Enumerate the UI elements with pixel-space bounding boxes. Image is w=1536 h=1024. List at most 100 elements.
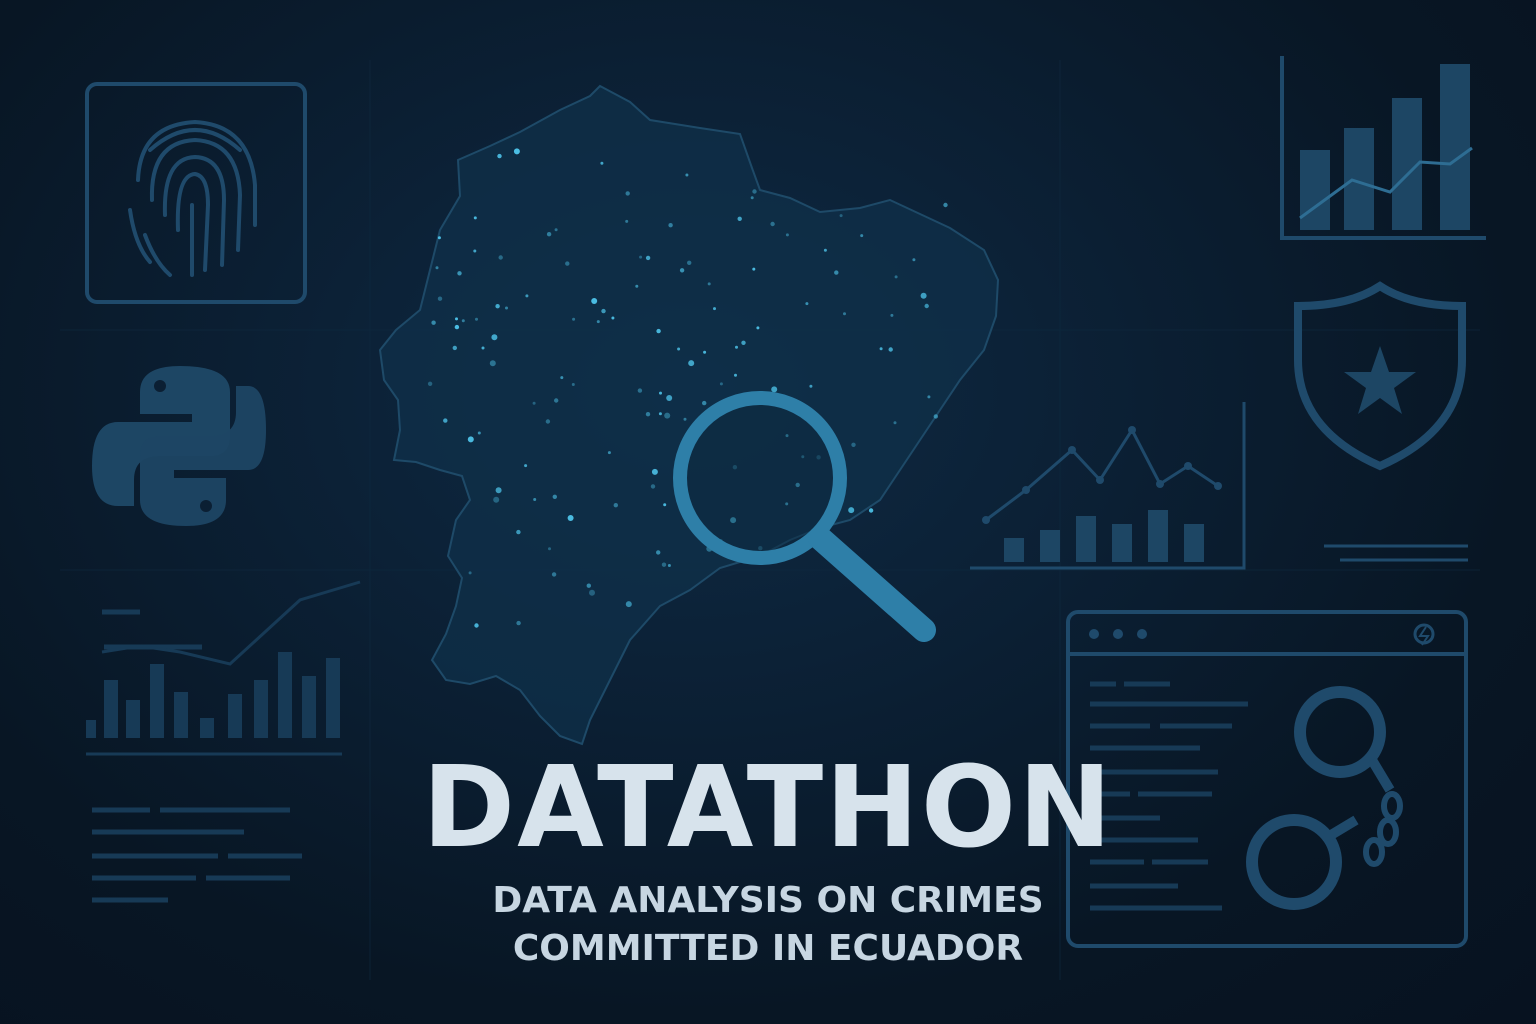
- map-dot: [637, 388, 643, 393]
- map-dot: [524, 464, 528, 468]
- map-dot: [735, 345, 738, 349]
- fingerprint-icon: [85, 82, 307, 304]
- map-dot: [894, 275, 898, 279]
- magnifying-glass-icon: [673, 391, 936, 642]
- map-dot: [734, 373, 737, 377]
- map-dot: [679, 268, 685, 273]
- map-dot: [639, 255, 643, 259]
- map-dot: [546, 232, 552, 237]
- map-dot: [475, 317, 478, 321]
- map-dot: [805, 302, 809, 306]
- map-dot: [719, 382, 723, 386]
- map-dot: [683, 417, 687, 421]
- map-dot: [586, 583, 591, 588]
- map-dot: [645, 412, 651, 417]
- map-dot: [473, 249, 477, 253]
- map-dot: [943, 202, 948, 208]
- map-dot: [431, 320, 436, 325]
- map-dot: [635, 284, 639, 288]
- map-dot: [667, 564, 671, 567]
- python-logo-icon: [92, 366, 266, 526]
- map-dot: [427, 381, 433, 386]
- map-dot: [495, 487, 502, 494]
- bar-chart-icon: [1280, 56, 1486, 240]
- map-dot: [893, 421, 897, 425]
- map-dot: [656, 550, 661, 555]
- map-dot: [659, 391, 662, 395]
- map-dot: [702, 400, 707, 406]
- map-dot: [567, 515, 574, 521]
- map-dot: [920, 292, 927, 299]
- map-dot: [756, 326, 760, 330]
- map-dot: [687, 260, 692, 265]
- map-dot: [752, 267, 756, 271]
- map-dot: [454, 324, 460, 330]
- map-dot: [589, 589, 595, 596]
- map-dot: [565, 261, 570, 266]
- map-dot: [713, 307, 716, 311]
- map-dot: [489, 360, 496, 367]
- map-dot: [809, 384, 813, 388]
- map-dot: [516, 620, 521, 626]
- map-dot: [467, 436, 474, 443]
- map-dot: [498, 255, 503, 260]
- map-dot: [625, 191, 630, 196]
- page-title: DATATHON: [422, 743, 1114, 873]
- map-dot: [868, 508, 874, 513]
- map-dot: [888, 347, 893, 352]
- map-dot: [591, 298, 598, 304]
- map-dot: [533, 498, 537, 501]
- map-dot: [437, 296, 443, 301]
- map-dot: [473, 216, 477, 220]
- map-dot: [545, 419, 551, 424]
- map-dot: [843, 312, 846, 316]
- map-dot: [685, 173, 689, 177]
- map-dot: [879, 347, 883, 351]
- map-dot: [848, 507, 855, 514]
- map-dot: [596, 320, 600, 324]
- map-dot: [668, 223, 673, 228]
- map-dot: [834, 270, 839, 275]
- map-dot: [785, 233, 789, 237]
- map-dot: [677, 347, 681, 351]
- map-dot: [771, 386, 778, 393]
- map-dot: [656, 328, 661, 334]
- map-dot: [497, 153, 502, 159]
- map-dot: [933, 414, 938, 419]
- map-dot: [707, 282, 711, 286]
- bar-chart-icon: [86, 580, 361, 903]
- map-dot: [625, 219, 629, 223]
- line-bar-chart-icon: [970, 402, 1468, 570]
- map-dot: [645, 255, 651, 261]
- map-dot: [890, 313, 894, 317]
- map-dot: [741, 340, 746, 345]
- map-dot: [924, 303, 929, 309]
- handcuffs-icon: [1246, 686, 1403, 910]
- map-dot: [513, 148, 520, 155]
- map-dot: [548, 547, 551, 551]
- map-dot: [461, 319, 465, 323]
- map-dot: [468, 571, 472, 575]
- map-dot: [600, 161, 604, 165]
- map-dot: [443, 418, 448, 423]
- map-dot: [554, 228, 558, 232]
- map-dot: [551, 572, 557, 577]
- map-dot: [455, 317, 458, 321]
- map-dot: [435, 266, 439, 270]
- map-dot: [750, 196, 754, 200]
- crime-dots: [427, 148, 948, 628]
- map-dot: [505, 306, 508, 310]
- map-dot: [601, 308, 606, 314]
- map-dot: [452, 345, 457, 351]
- map-dot: [851, 442, 856, 447]
- map-dot: [860, 234, 864, 238]
- map-dot: [437, 236, 441, 240]
- map-dot: [457, 271, 462, 276]
- map-dot: [839, 214, 843, 218]
- map-dot: [737, 216, 742, 221]
- browser-window-icon: [1066, 610, 1468, 948]
- map-dot: [823, 248, 827, 252]
- map-dot: [658, 412, 662, 416]
- subtitle-line-2: COMMITTED IN ECUADOR: [512, 928, 1024, 969]
- map-dot: [912, 258, 916, 262]
